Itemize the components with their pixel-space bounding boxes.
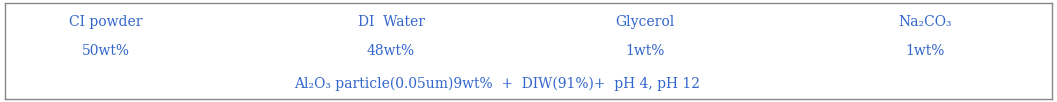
- Text: 1wt%: 1wt%: [905, 44, 945, 58]
- Text: 1wt%: 1wt%: [625, 44, 665, 58]
- Text: Glycerol: Glycerol: [615, 15, 674, 29]
- Text: Al₂O₃ particle(0.05um)9wt%  +  DIW(91%)+  pH 4, pH 12: Al₂O₃ particle(0.05um)9wt% + DIW(91%)+ p…: [294, 76, 700, 91]
- Text: DI  Water: DI Water: [357, 15, 425, 29]
- Text: 48wt%: 48wt%: [367, 44, 415, 58]
- Text: 50wt%: 50wt%: [81, 44, 130, 58]
- Text: CI powder: CI powder: [69, 15, 143, 29]
- Text: Na₂CO₃: Na₂CO₃: [898, 15, 951, 29]
